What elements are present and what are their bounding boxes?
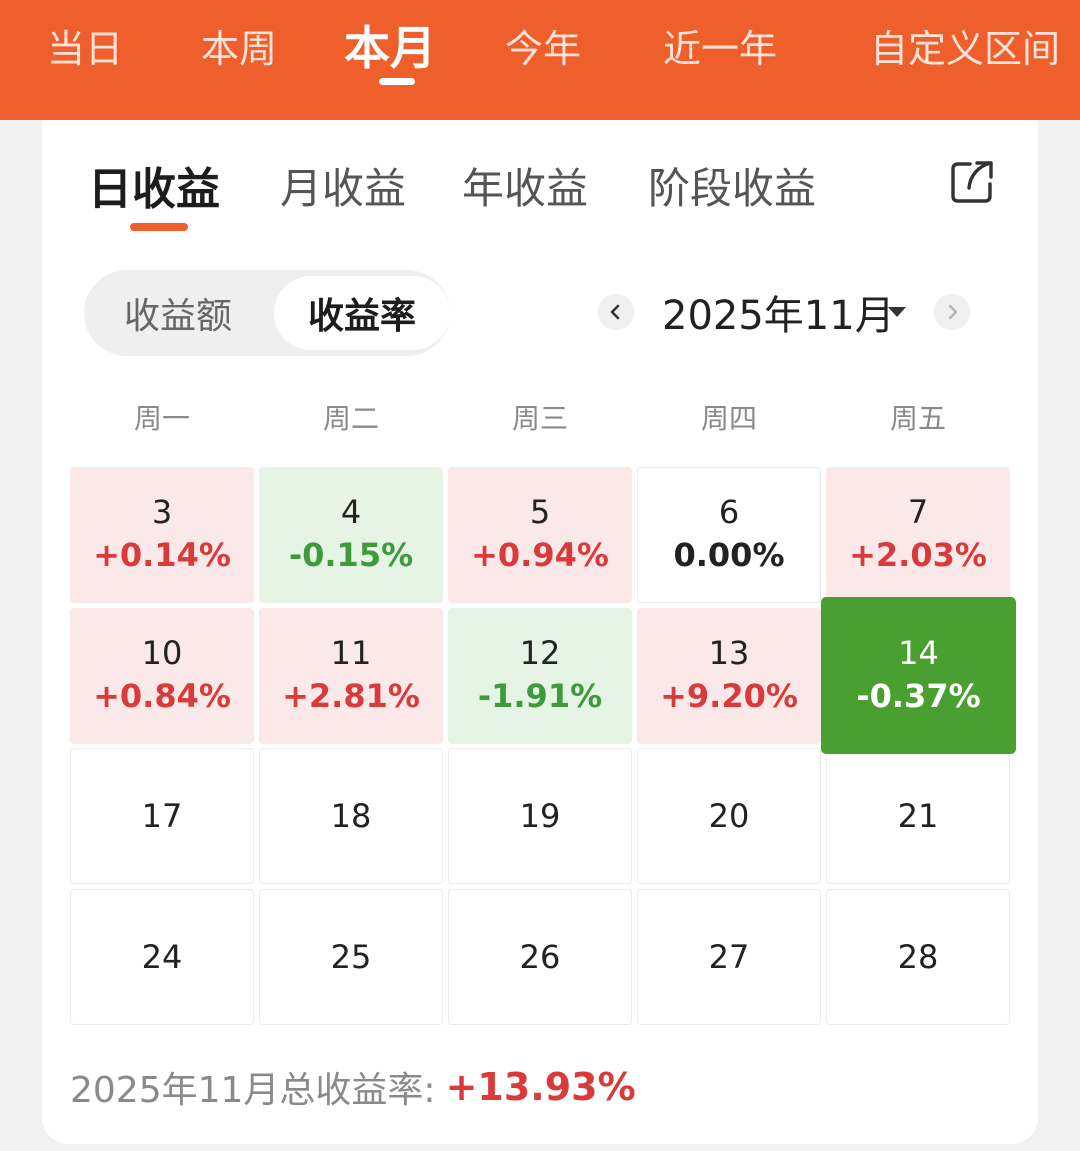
calendar-day[interactable]: 11 +2.81% xyxy=(259,608,443,744)
calendar-day[interactable]: 5 +0.94% xyxy=(448,467,632,603)
day-number: 6 xyxy=(718,493,740,531)
month-selector[interactable]: 2025年11月 xyxy=(662,293,895,339)
tab-monthly-return[interactable]: 月收益 xyxy=(280,163,407,213)
day-number: 25 xyxy=(330,938,372,976)
calendar-day[interactable]: 25 xyxy=(259,889,443,1025)
day-return-rate: +0.14% xyxy=(93,536,231,574)
calendar-day[interactable]: 26 xyxy=(448,889,632,1025)
day-number: 12 xyxy=(519,634,561,672)
day-return-rate: -1.91% xyxy=(477,677,603,715)
calendar-day[interactable]: 17 xyxy=(70,748,254,884)
calendar-day[interactable]: 28 xyxy=(826,889,1010,1025)
calendar-day-today[interactable]: 14 -0.37% xyxy=(821,597,1016,754)
day-number: 27 xyxy=(708,938,750,976)
next-month-button[interactable] xyxy=(934,294,970,330)
calendar-day[interactable]: 24 xyxy=(70,889,254,1025)
share-icon[interactable] xyxy=(948,158,996,206)
weekday-header: 周五 xyxy=(889,402,946,435)
active-return-tab-indicator xyxy=(130,223,188,231)
day-return-rate: 0.00% xyxy=(673,536,785,574)
day-return-rate: -0.15% xyxy=(288,536,414,574)
calendar-day[interactable]: 7 +2.03% xyxy=(826,467,1010,603)
weekday-header: 周一 xyxy=(133,402,190,435)
day-number: 14 xyxy=(898,633,939,672)
day-number: 13 xyxy=(708,634,750,672)
day-number: 28 xyxy=(897,938,939,976)
tab-last-year[interactable]: 近一年 xyxy=(662,26,777,71)
toggle-return-amount[interactable]: 收益额 xyxy=(123,296,232,337)
day-number: 24 xyxy=(141,938,183,976)
tab-this-week[interactable]: 本周 xyxy=(200,26,277,71)
day-return-rate: -0.37% xyxy=(856,676,981,715)
metric-toggle: 收益额 收益率 xyxy=(84,270,450,356)
day-number: 11 xyxy=(330,634,372,672)
day-number: 10 xyxy=(141,634,183,672)
chevron-left-icon xyxy=(610,304,620,320)
calendar-day[interactable]: 4 -0.15% xyxy=(259,467,443,603)
calendar-day[interactable]: 10 +0.84% xyxy=(70,608,254,744)
tab-today[interactable]: 当日 xyxy=(46,26,123,71)
day-number: 3 xyxy=(151,493,173,531)
tab-period-return[interactable]: 阶段收益 xyxy=(648,163,817,213)
toggle-return-rate[interactable]: 收益率 xyxy=(274,276,450,350)
day-number: 5 xyxy=(529,493,551,531)
day-number: 18 xyxy=(330,797,372,835)
calendar-day[interactable]: 13 +9.20% xyxy=(637,608,821,744)
summary-label: 2025年11月总收益率: xyxy=(70,1070,436,1111)
calendar-day[interactable]: 6 0.00% xyxy=(637,467,821,603)
day-number: 7 xyxy=(907,493,929,531)
tab-this-year[interactable]: 今年 xyxy=(504,26,581,71)
chevron-right-icon xyxy=(948,304,958,320)
active-period-indicator xyxy=(379,78,415,85)
period-tab-bar: 当日 本周 本月 今年 近一年 自定义区间 xyxy=(0,0,1080,120)
summary-value: +13.93% xyxy=(445,1065,636,1109)
day-number: 21 xyxy=(897,797,939,835)
day-number: 20 xyxy=(708,797,750,835)
day-return-rate: +2.81% xyxy=(282,677,420,715)
calendar-day[interactable]: 12 -1.91% xyxy=(448,608,632,744)
calendar-day[interactable]: 19 xyxy=(448,748,632,884)
day-return-rate: +0.84% xyxy=(93,677,231,715)
monthly-total-summary: 2025年11月总收益率: +13.93% xyxy=(70,1060,636,1114)
tab-daily-return[interactable]: 日收益 xyxy=(88,164,220,215)
calendar-day[interactable]: 3 +0.14% xyxy=(70,467,254,603)
day-return-rate: +9.20% xyxy=(660,677,798,715)
day-number: 4 xyxy=(340,493,362,531)
day-return-rate: +2.03% xyxy=(849,536,987,574)
day-number: 26 xyxy=(519,938,561,976)
tab-custom-range[interactable]: 自定义区间 xyxy=(870,26,1061,71)
calendar-day[interactable]: 21 xyxy=(826,748,1010,884)
prev-month-button[interactable] xyxy=(598,294,634,330)
calendar-day[interactable]: 27 xyxy=(637,889,821,1025)
day-number: 17 xyxy=(141,797,183,835)
weekday-header: 周三 xyxy=(511,402,568,435)
tab-yearly-return[interactable]: 年收益 xyxy=(462,163,589,213)
day-return-rate: +0.94% xyxy=(471,536,609,574)
weekday-header: 周四 xyxy=(700,402,757,435)
tab-this-month[interactable]: 本月 xyxy=(344,21,436,75)
weekday-header: 周二 xyxy=(322,402,379,435)
day-number: 19 xyxy=(519,797,561,835)
calendar-day[interactable]: 20 xyxy=(637,748,821,884)
calendar-day[interactable]: 18 xyxy=(259,748,443,884)
caret-down-icon[interactable] xyxy=(888,307,906,317)
